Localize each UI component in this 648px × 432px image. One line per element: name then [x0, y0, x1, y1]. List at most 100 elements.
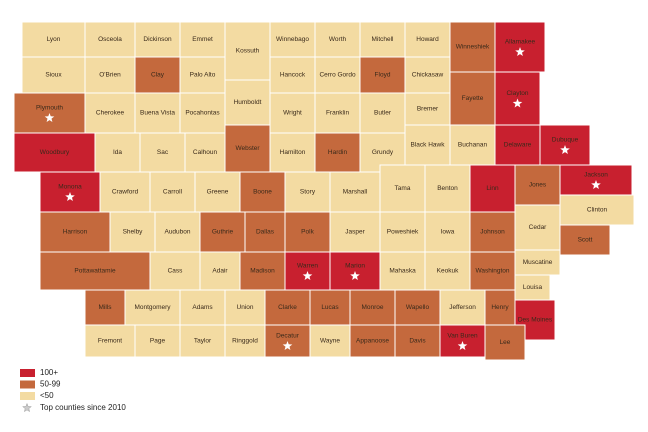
county-label: Mills — [99, 304, 113, 311]
county-label: Ringgold — [232, 338, 258, 345]
county-label: Harrison — [63, 229, 88, 236]
county-label: Clinton — [587, 207, 608, 214]
county-label: Jackson — [584, 172, 608, 179]
county-label: Poweshiek — [387, 229, 419, 236]
county-label: Jones — [529, 182, 547, 189]
county-label: Pottawattamie — [74, 268, 116, 275]
county-label: Jasper — [345, 229, 365, 236]
county — [179, 289, 226, 326]
county — [449, 124, 496, 166]
county-label: Kossuth — [236, 48, 260, 55]
county-label: Benton — [437, 185, 458, 192]
county-label: Mahaska — [389, 268, 416, 275]
county-label: Bremer — [417, 106, 439, 113]
county-label: Delaware — [504, 142, 532, 149]
county — [269, 132, 316, 173]
county — [359, 92, 406, 134]
county — [149, 171, 196, 213]
county-label: Cedar — [529, 224, 548, 231]
star — [457, 341, 468, 350]
county — [484, 324, 526, 361]
county-label: Crawford — [112, 189, 139, 196]
county — [84, 21, 136, 58]
county — [134, 324, 181, 358]
legend-star — [22, 402, 32, 413]
county — [484, 289, 516, 326]
county-label: Fayette — [462, 95, 484, 102]
county — [39, 211, 111, 253]
county — [309, 289, 351, 326]
county-label: Scott — [578, 237, 593, 244]
county — [424, 251, 471, 291]
county-label: Hancock — [280, 72, 306, 79]
county-label: Shelby — [123, 229, 144, 236]
county-label: Decatur — [276, 333, 300, 340]
county — [439, 289, 486, 326]
county — [514, 249, 561, 276]
county-label: Adair — [212, 268, 228, 275]
legend-label: 50-99 — [40, 380, 61, 389]
county — [284, 211, 331, 253]
county — [149, 251, 201, 291]
county — [84, 289, 126, 326]
star — [350, 271, 360, 280]
county-label: Sac — [157, 149, 169, 156]
county-label: Boone — [253, 189, 272, 196]
county-label: Wapello — [406, 304, 430, 311]
county-label: Lee — [500, 339, 511, 346]
county — [264, 289, 311, 326]
county — [349, 324, 396, 358]
county — [349, 289, 396, 326]
county-label: Van Buren — [447, 333, 478, 340]
county — [514, 274, 551, 301]
county-label: Davis — [409, 338, 426, 345]
county — [239, 171, 286, 213]
county — [199, 251, 241, 291]
county — [559, 194, 635, 226]
county-label: Chickasaw — [412, 72, 444, 79]
county-label: Sioux — [45, 72, 62, 79]
county — [194, 171, 241, 213]
county-label: O'Brien — [99, 72, 121, 79]
county-label: Allamakee — [505, 39, 536, 46]
county — [21, 21, 86, 58]
legend-swatch — [20, 369, 35, 377]
county-label: Pocahontas — [185, 110, 220, 117]
county — [84, 92, 136, 134]
county — [379, 164, 426, 213]
county-label: Osceola — [98, 36, 122, 43]
county-label: Clarke — [278, 304, 297, 311]
county-label: Johnson — [480, 229, 505, 236]
legend-label: 100+ — [40, 368, 58, 377]
county-label: Clay — [151, 72, 165, 79]
county-label: Hardin — [328, 149, 348, 156]
county — [224, 324, 266, 358]
county-label: Adams — [192, 304, 213, 311]
county-label: Butler — [374, 110, 392, 117]
county-label: Humboldt — [234, 99, 262, 106]
star — [512, 98, 523, 108]
county — [329, 171, 381, 213]
legend: 100+ 50-99 <50 Top counties since 2010 — [20, 368, 126, 413]
county-label: Wright — [283, 110, 302, 117]
county — [13, 132, 96, 173]
county-label: Henry — [491, 304, 509, 311]
county-label: Monroe — [361, 304, 383, 311]
county-label: Keokuk — [437, 268, 459, 275]
county — [284, 171, 331, 213]
county-label: Wayne — [320, 338, 340, 345]
county — [514, 164, 561, 206]
county-layer: Lyon Osceola Dickinson Emmet Kossuth Winnebag… — [13, 21, 635, 361]
county — [359, 56, 406, 94]
county-label: Tama — [395, 185, 411, 192]
legend-label: <50 — [40, 391, 54, 400]
county-label: Woodbury — [40, 149, 70, 156]
county-label: Marion — [345, 263, 365, 270]
county — [314, 92, 361, 134]
county-label: Lucas — [321, 304, 339, 311]
county-label: Page — [150, 338, 166, 345]
county-label: Buchanan — [458, 142, 488, 149]
legend-swatch — [20, 392, 35, 400]
county-label: Story — [300, 189, 316, 196]
county-label: Floyd — [375, 72, 391, 79]
